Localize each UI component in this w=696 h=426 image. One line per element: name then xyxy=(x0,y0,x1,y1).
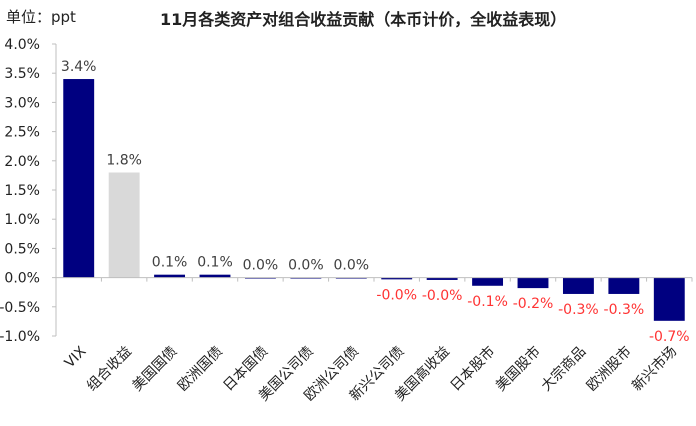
x-axis: VIX组合收益美国国债欧洲国债日本国债美国公司债欧洲公司债新兴公司债美国高收益日… xyxy=(56,277,693,404)
y-tick-label: 2.5% xyxy=(4,125,40,141)
bars xyxy=(63,79,685,321)
bar-0 xyxy=(63,79,95,278)
data-label: -0.1% xyxy=(467,294,508,310)
data-label: -0.3% xyxy=(604,302,645,318)
bar-3 xyxy=(199,274,231,278)
data-label: 0.1% xyxy=(152,255,188,271)
x-tick-label: 美国股市 xyxy=(492,343,544,395)
x-tick-label: 新兴市场 xyxy=(628,343,680,395)
data-label: -0.0% xyxy=(422,288,463,304)
y-tick-label: 1.0% xyxy=(4,212,40,228)
y-tick-label: 2.0% xyxy=(4,154,40,170)
x-tick-label: 美国国债 xyxy=(129,344,180,395)
bar-8 xyxy=(426,277,458,280)
data-labels: 3.4%1.8%0.1% 0.1% 0.0% 0.0% 0.0%-0.0% -0.0% -0… xyxy=(61,59,690,345)
x-tick-label: 欧洲股市 xyxy=(583,343,635,395)
x-tick-label: 日本股市 xyxy=(447,343,499,395)
data-label: -0.2% xyxy=(513,296,554,312)
data-label: 0.0% xyxy=(243,258,279,274)
bar-10 xyxy=(517,277,549,289)
data-label: 0.0% xyxy=(288,258,324,274)
y-axis: 4.0% 3.5% 3.0% 2.5% 2.0% 1.5% 1.0% 0.5% 0.0% -0.5… xyxy=(0,37,57,345)
y-tick-label: 4.0% xyxy=(4,37,40,53)
x-tick-label: 大宗商品 xyxy=(538,344,589,395)
data-label: 0.0% xyxy=(333,258,369,274)
bar-1 xyxy=(108,172,140,278)
data-label: 1.8% xyxy=(106,152,142,168)
y-tick-label: 3.0% xyxy=(4,95,40,111)
bar-12 xyxy=(608,277,640,294)
data-label: 0.1% xyxy=(197,255,233,271)
y-tick-label: -0.5% xyxy=(0,300,40,316)
y-tick-label: 1.5% xyxy=(4,183,40,199)
data-label: -0.3% xyxy=(558,302,599,318)
data-label: -0.7% xyxy=(649,329,690,345)
unit-label: 单位：ppt xyxy=(6,8,76,26)
bar-13 xyxy=(653,277,685,321)
bar-7 xyxy=(381,277,413,280)
x-tick-label: VIX xyxy=(62,343,90,371)
bar-2 xyxy=(154,274,186,278)
y-tick-label: -1.0% xyxy=(0,329,40,345)
y-tick-label: 3.5% xyxy=(4,66,40,82)
bar-11 xyxy=(562,277,594,294)
data-label: -0.0% xyxy=(376,287,417,303)
data-label: 3.4% xyxy=(61,59,97,75)
bar-9 xyxy=(472,277,504,286)
x-tick-label: 欧洲国债 xyxy=(175,344,226,395)
y-tick-label: 0.5% xyxy=(4,241,40,257)
chart-title: 11月各类资产对组合收益贡献（本币计价，全收益表现） xyxy=(160,10,567,29)
y-tick-label: 0.0% xyxy=(4,271,40,287)
x-tick-label: 组合收益 xyxy=(84,344,135,395)
